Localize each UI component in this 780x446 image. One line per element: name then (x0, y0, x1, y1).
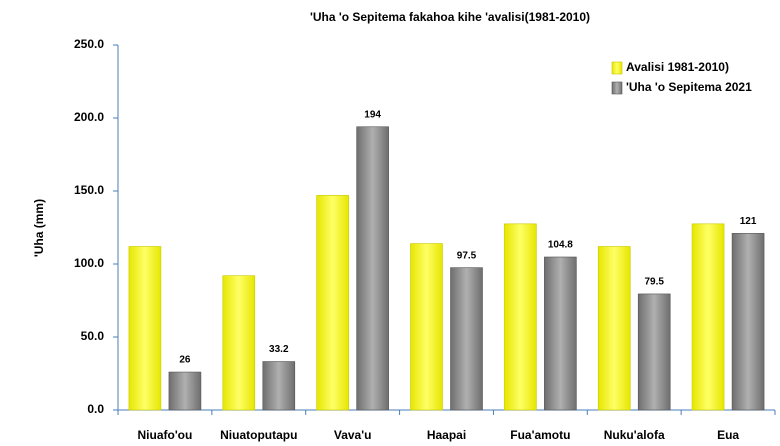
x-tick-label: Vava'u (334, 428, 372, 442)
bar (731, 233, 765, 411)
y-axis-title: 'Uha (mm) (32, 199, 46, 257)
bar (168, 371, 202, 411)
x-tick-label: Niuatoputapu (220, 428, 297, 442)
y-tick-label: 0.0 (87, 402, 104, 416)
value-label: 97.5 (457, 250, 477, 261)
x-tick-label: Nuku'alofa (604, 428, 665, 442)
x-tick-label: Eua (717, 428, 739, 442)
value-label: 79.5 (644, 277, 664, 288)
bar (597, 246, 631, 411)
chart-title: 'Uha 'o Sepitema fakahoa kihe 'avalisi(1… (310, 10, 590, 24)
value-label: 26 (179, 355, 191, 366)
value-label: 104.8 (548, 240, 573, 251)
legend-label: Avalisi 1981-2010) (626, 60, 729, 74)
bar (691, 223, 725, 411)
bar (450, 267, 483, 411)
bar (356, 126, 389, 411)
x-tick-label: Haapai (427, 428, 466, 442)
x-tick-label: Niuafo'ou (138, 428, 193, 442)
bar (410, 243, 443, 411)
bar (316, 195, 349, 411)
y-tick-label: 50.0 (81, 329, 105, 343)
legend-label: 'Uha 'o Sepitema 2021 (626, 80, 752, 94)
bar (262, 361, 296, 411)
y-tick-label: 150.0 (74, 183, 104, 197)
y-tick-label: 100.0 (74, 256, 104, 270)
legend-swatch (611, 61, 623, 75)
legend-swatch (611, 81, 623, 95)
value-label: 194 (364, 109, 381, 120)
bar (544, 256, 577, 411)
value-label: 33.2 (269, 344, 289, 355)
x-tick-label: Fua'amotu (510, 428, 570, 442)
bar (637, 293, 671, 411)
bar (504, 223, 537, 411)
value-label: 121 (740, 216, 757, 227)
y-tick-label: 200.0 (74, 110, 104, 124)
bar (128, 246, 162, 411)
bar (222, 275, 256, 411)
y-tick-label: 250.0 (74, 37, 104, 51)
